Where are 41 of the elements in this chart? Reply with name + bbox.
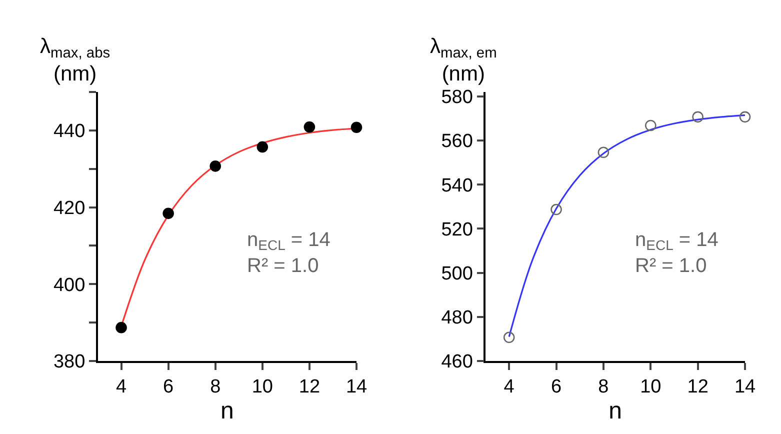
x-axis-title: n: [220, 398, 234, 425]
y-tick-label: 420: [53, 198, 86, 219]
y-tick-label: 540: [441, 175, 473, 196]
x-tick-label: 12: [298, 376, 320, 398]
y-tick-label: 480: [441, 308, 473, 329]
y-tick-label: 440: [53, 121, 86, 142]
y-tick-label: 520: [441, 219, 473, 240]
point: [550, 204, 562, 216]
point: [739, 111, 751, 123]
y-tick-label: 500: [441, 263, 473, 284]
x-axis-title: n: [608, 398, 622, 425]
point: [350, 122, 362, 133]
x-tick-label: 8: [210, 376, 221, 398]
point: [503, 332, 515, 344]
annotation: n$_{ECL}$ = 14 R² = 1.0: [247, 229, 330, 277]
point: [692, 111, 704, 123]
x-tick-label: 8: [598, 376, 609, 398]
y-tick-label: 560: [441, 131, 473, 152]
point: [598, 146, 610, 158]
point: [644, 120, 656, 132]
x-tick-label: 4: [504, 376, 515, 398]
x-tick-label: 14: [346, 376, 368, 398]
point: [162, 208, 174, 220]
x-tick-label: 10: [640, 376, 662, 398]
y-tick-label: 580: [441, 87, 473, 108]
point: [304, 121, 316, 133]
y-tick-label: 380: [53, 352, 86, 373]
x-tick-label: 12: [687, 376, 708, 398]
x-tick-label: 6: [163, 376, 174, 398]
point: [116, 322, 127, 334]
y-tick-label: 460: [441, 352, 473, 373]
annotation: n$_{ECL}$ = 14 R² = 1.0: [635, 229, 718, 277]
x-tick-label: 4: [116, 376, 127, 398]
y-axis-title: λ$_{max, abs}$ (nm): [40, 35, 110, 86]
point: [256, 141, 268, 153]
x-tick-label: 14: [734, 376, 756, 398]
x-tick-label: 10: [252, 376, 273, 398]
x-tick-label: 6: [550, 376, 562, 398]
y-axis-title: λ$_{max, em}$ (nm): [430, 35, 497, 86]
point: [210, 160, 222, 172]
y-tick-label: 400: [53, 274, 86, 296]
